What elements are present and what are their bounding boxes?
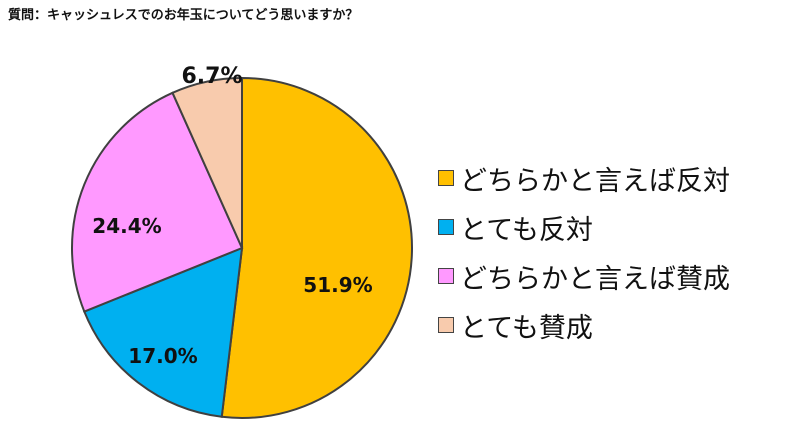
legend-swatch [438,268,454,284]
pie-slice-2 [83,246,244,418]
legend-item-1: どちらかと言えば反対 [438,160,730,197]
legend-label: どちらかと言えば賛成 [460,263,730,295]
chart-legend: どちらかと言えば反対 とても反対どちらかと言えば賛成 とても賛成 [438,160,730,344]
slice-label-4: 6.7% [181,64,242,89]
slice-label-2: 17.0% [128,344,197,368]
legend-label: どちらかと言えば反対 [460,165,730,197]
pie-slices [70,76,413,419]
slice-label-1: 51.9% [303,273,372,297]
pie-slice-1 [220,76,413,419]
legend-swatch [438,219,454,235]
legend-label: とても反対 [460,214,593,246]
pie-slice-3 [70,91,244,313]
chart-question-title: 質問：キャッシュレスでのお年玉についてどう思いますか？ [8,8,359,23]
pie-slice-4 [171,76,243,249]
legend-item-4: とても賛成 [438,307,730,344]
legend-label: とても賛成 [460,312,593,344]
legend-item-3: どちらかと言えば賛成 [438,258,730,295]
legend-item-2: とても反対 [438,209,730,246]
slice-label-3: 24.4% [92,214,161,238]
pie-labels: 51.9% 17.0% 24.4% 6.7% [92,64,372,368]
legend-swatch [438,317,454,333]
legend-swatch [438,170,454,186]
